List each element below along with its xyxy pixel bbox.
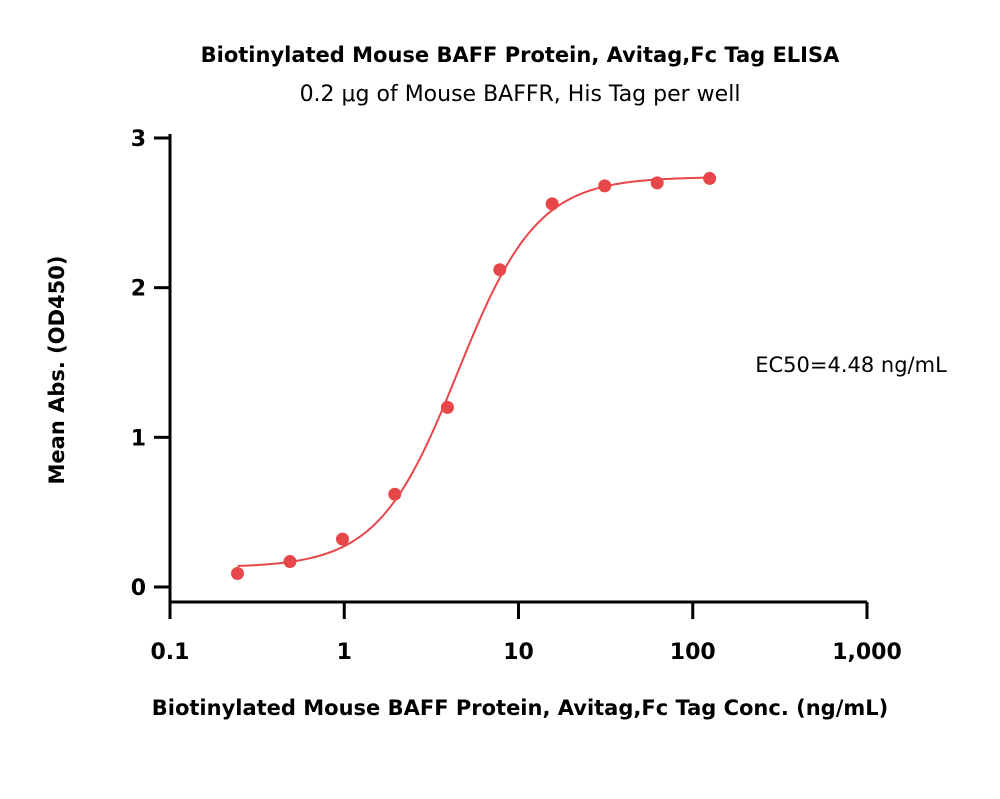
- data-point: [703, 171, 717, 185]
- y-axis-label: Mean Abs. (OD450): [45, 256, 69, 485]
- chart-subtitle: 0.2 μg of Mouse BAFFR, His Tag per well: [300, 82, 741, 107]
- y-tick-label: 1: [131, 426, 146, 451]
- data-point: [545, 197, 559, 211]
- y-tick-label: 0: [131, 576, 146, 601]
- x-tick-label: 10: [503, 640, 534, 665]
- chart-title: Biotinylated Mouse BAFF Protein, Avitag,…: [201, 43, 840, 67]
- ec50-annotation: EC50=4.48 ng/mL: [755, 353, 947, 377]
- data-point: [388, 487, 402, 501]
- fit-curve: [237, 176, 710, 567]
- data-point: [650, 176, 664, 190]
- data-point: [493, 263, 507, 277]
- x-ticks: 0.1 1 10 100 1,000: [151, 602, 902, 665]
- y-tick-label: 2: [131, 277, 146, 302]
- data-point: [335, 532, 349, 546]
- data-point: [231, 567, 245, 581]
- y-ticks: 0 1 2 3: [131, 127, 170, 601]
- data-point: [598, 179, 612, 193]
- x-tick-label: 1: [337, 640, 352, 665]
- data-points: [231, 171, 717, 581]
- x-tick-label: 100: [670, 640, 716, 665]
- data-point: [440, 400, 454, 414]
- x-tick-label: 0.1: [151, 640, 190, 665]
- x-axis-label: Biotinylated Mouse BAFF Protein, Avitag,…: [152, 696, 888, 720]
- y-tick-label: 3: [131, 127, 146, 152]
- x-tick-label: 1,000: [832, 640, 902, 665]
- data-point: [283, 555, 297, 569]
